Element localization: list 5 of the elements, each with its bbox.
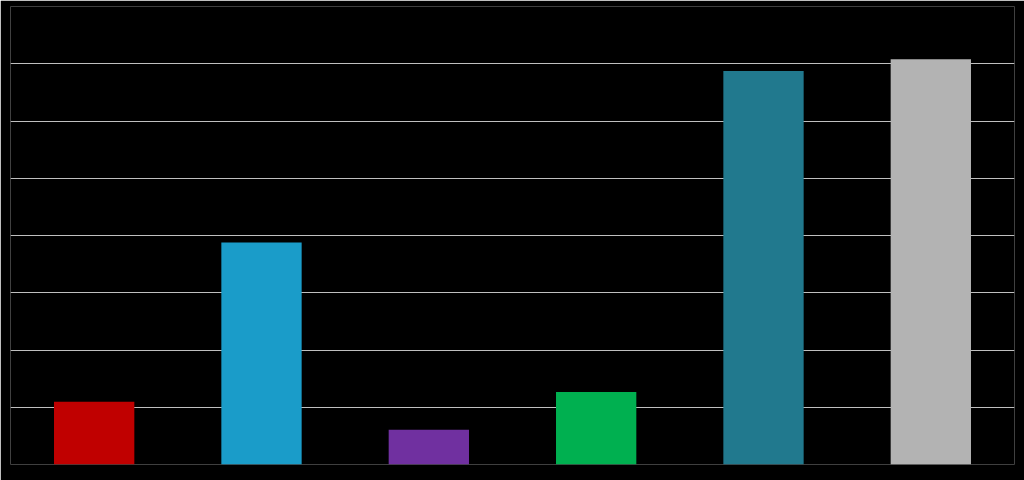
bar	[54, 401, 135, 465]
bar	[723, 70, 804, 465]
bar	[388, 429, 469, 465]
bar	[556, 391, 637, 465]
bar	[221, 242, 302, 465]
